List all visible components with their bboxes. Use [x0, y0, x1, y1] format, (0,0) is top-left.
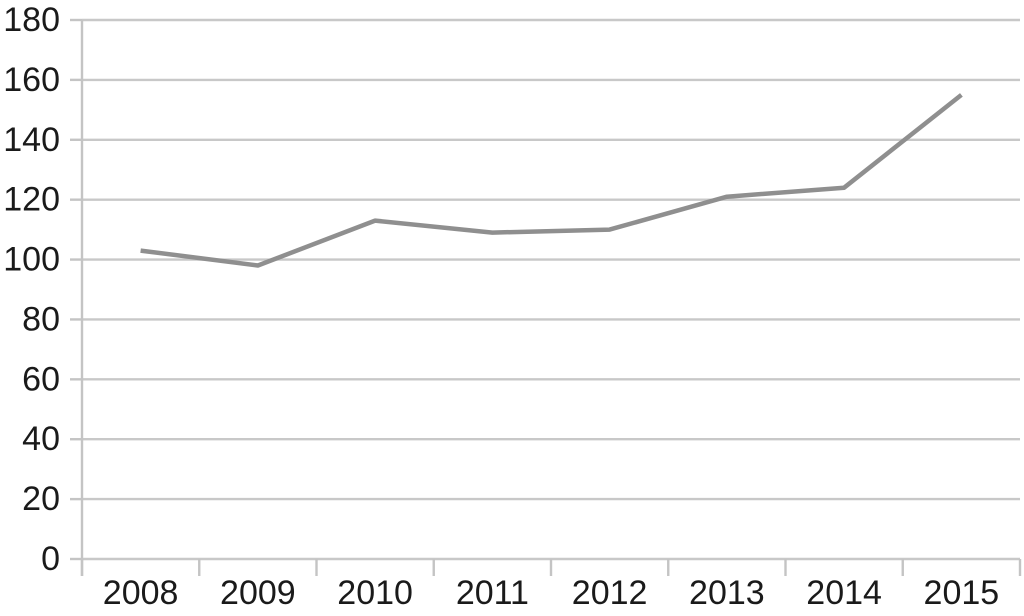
- y-tick-label-80: 80: [22, 300, 60, 338]
- x-tick-label-2008: 2008: [103, 574, 179, 612]
- y-tick-label-160: 160: [3, 61, 60, 99]
- x-tick-label-2009: 2009: [220, 574, 296, 612]
- x-tick-labels-group: 2008 2009 2010 2011 2012 2013 2014 2015: [103, 574, 999, 612]
- data-line-series-1: [140, 93, 963, 268]
- y-tick-label-100: 100: [3, 241, 60, 279]
- y-tick-labels-group: 0 20 40 60 80 100 120 140 160 180: [3, 1, 60, 578]
- data-series-group: [140, 93, 963, 268]
- y-tick-label-40: 40: [22, 420, 60, 458]
- y-tick-label-120: 120: [3, 181, 60, 219]
- y-tick-label-20: 20: [22, 480, 60, 518]
- axes-group: [70, 18, 1022, 576]
- y-tick-label-180: 180: [3, 1, 60, 39]
- x-tick-label-2012: 2012: [572, 574, 648, 612]
- x-tick-label-2014: 2014: [806, 574, 882, 612]
- x-tick-label-2010: 2010: [337, 574, 413, 612]
- x-tick-label-2011: 2011: [456, 574, 529, 612]
- gridlines-group: [82, 18, 1020, 561]
- y-tick-label-140: 140: [3, 121, 60, 159]
- y-tick-label-0: 0: [41, 540, 60, 578]
- x-tick-label-2013: 2013: [689, 574, 765, 612]
- x-tick-label-2015: 2015: [924, 574, 1000, 612]
- y-tick-label-60: 60: [22, 360, 60, 398]
